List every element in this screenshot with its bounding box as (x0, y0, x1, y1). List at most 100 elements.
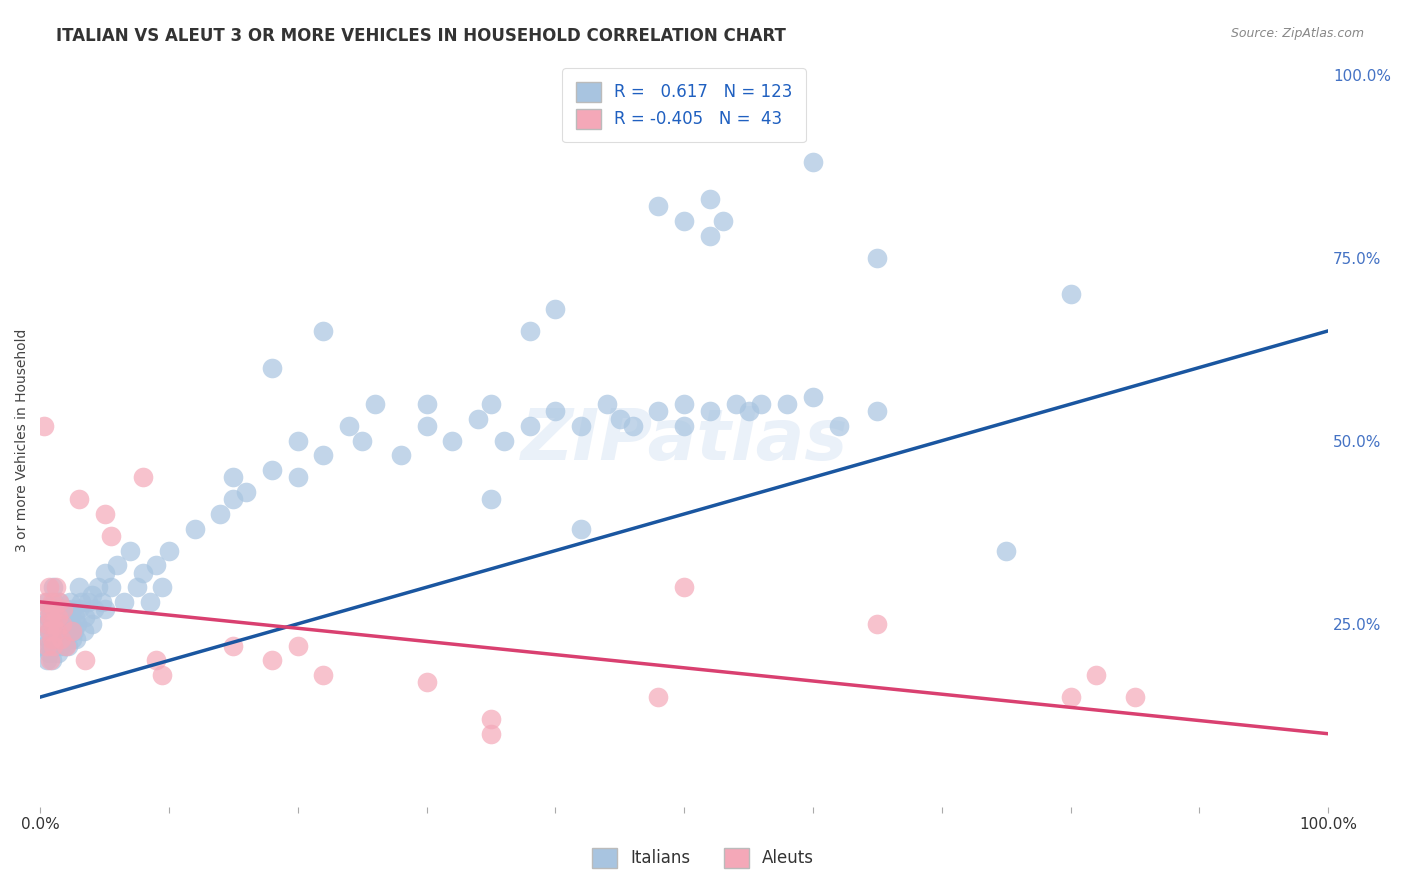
Point (39, 639, 62, 653)
Point (44, 602, 66, 616)
Point (37, 609, 59, 624)
Point (621, 419, 644, 434)
Point (44, 624, 66, 639)
Point (152, 668, 174, 682)
Point (58, 616, 80, 631)
Point (673, 419, 696, 434)
Point (48, 595, 70, 609)
Point (312, 449, 335, 463)
Point (49, 639, 72, 653)
Point (42, 609, 65, 624)
Point (415, 675, 437, 690)
Point (260, 463, 283, 477)
Point (569, 522, 592, 536)
Point (42, 580, 65, 594)
Point (91, 595, 114, 609)
Point (145, 653, 167, 667)
Point (45, 624, 67, 639)
Point (287, 434, 309, 448)
Point (42, 616, 65, 631)
Point (260, 653, 283, 667)
Point (479, 712, 502, 726)
Point (801, 390, 824, 404)
Point (66, 616, 89, 631)
Point (45, 580, 67, 594)
Point (467, 411, 489, 425)
Point (55, 639, 77, 653)
Point (866, 404, 889, 418)
Point (157, 543, 180, 558)
Point (647, 199, 669, 213)
Point (49, 632, 72, 646)
Point (801, 155, 824, 169)
Point (55, 632, 77, 646)
Point (711, 214, 734, 228)
Point (479, 727, 502, 741)
Point (60, 624, 83, 639)
Point (35, 639, 58, 653)
Point (45, 602, 67, 616)
Point (44, 595, 66, 609)
Point (34, 595, 56, 609)
Text: ITALIAN VS ALEUT 3 OR MORE VEHICLES IN HOUSEHOLD CORRELATION CHART: ITALIAN VS ALEUT 3 OR MORE VEHICLES IN H… (56, 27, 786, 45)
Y-axis label: 3 or more Vehicles in Household: 3 or more Vehicles in Household (15, 329, 30, 552)
Point (42, 639, 65, 653)
Legend: R =   0.617   N = 123, R = -0.405   N =  43: R = 0.617 N = 123, R = -0.405 N = 43 (562, 68, 806, 142)
Point (67, 580, 90, 594)
Point (337, 419, 360, 434)
Point (389, 449, 412, 463)
Point (59, 624, 82, 639)
Point (32, 639, 55, 653)
Point (1123, 690, 1146, 705)
Point (441, 434, 464, 448)
Point (866, 616, 889, 631)
Point (42, 639, 65, 653)
Point (46, 646, 69, 660)
Point (51, 602, 73, 616)
Point (1059, 690, 1081, 705)
Point (492, 434, 515, 448)
Point (76, 595, 98, 609)
Point (105, 558, 128, 573)
Point (699, 192, 721, 206)
Point (32, 419, 55, 434)
Point (479, 397, 502, 411)
Point (67, 492, 90, 507)
Point (699, 228, 721, 243)
Point (45, 639, 67, 653)
Point (41, 653, 63, 667)
Point (415, 419, 437, 434)
Point (60, 616, 83, 631)
Point (52, 602, 75, 616)
Point (51, 616, 73, 631)
Point (312, 668, 335, 682)
Point (48, 624, 70, 639)
Point (83, 602, 105, 616)
Point (222, 470, 245, 484)
Point (41, 595, 63, 609)
Point (352, 434, 374, 448)
Point (38, 646, 60, 660)
Point (287, 470, 309, 484)
Point (776, 397, 799, 411)
Point (364, 397, 387, 411)
Point (995, 543, 1018, 558)
Point (51, 632, 73, 646)
Point (34, 616, 56, 631)
Point (138, 595, 160, 609)
Point (46, 609, 69, 624)
Point (152, 580, 174, 594)
Point (479, 492, 502, 507)
Legend: Italians, Aleuts: Italians, Aleuts (585, 841, 821, 875)
Point (56, 624, 79, 639)
Point (260, 360, 283, 375)
Point (120, 543, 142, 558)
Point (596, 397, 619, 411)
Point (569, 419, 592, 434)
Point (415, 397, 437, 411)
Point (609, 411, 631, 425)
Point (751, 397, 773, 411)
Point (673, 397, 696, 411)
Point (62, 624, 84, 639)
Point (49, 616, 72, 631)
